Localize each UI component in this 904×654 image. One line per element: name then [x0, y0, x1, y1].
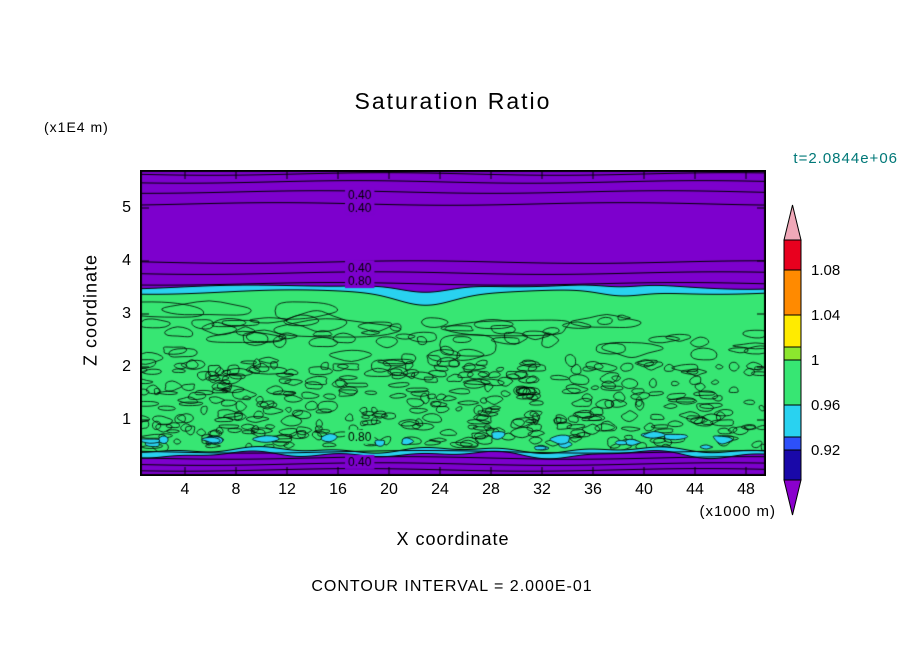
contour-interval-note: CONTOUR INTERVAL = 2.000E-01	[311, 578, 593, 595]
plot-frame	[140, 170, 766, 476]
y-tick-label: 1	[122, 411, 131, 428]
colorbar-svg: 1.08 1.04 1 0.96 0.92	[783, 204, 840, 516]
x-tick-label: 24	[431, 481, 449, 498]
x-tick-label: 12	[278, 481, 296, 498]
y-tick-label: 3	[122, 305, 131, 322]
colorbar-segment	[783, 449, 802, 481]
x-axis-unit: (x1000 m)	[699, 503, 776, 520]
y-axis-unit: (x1E4 m)	[44, 119, 109, 135]
x-tick-label: 28	[482, 481, 500, 498]
colorbar-segment	[783, 436, 802, 451]
x-axis-title: X coordinate	[396, 529, 510, 549]
chart-title: Saturation Ratio	[354, 88, 552, 114]
colorbar: 1.08 1.04 1 0.96 0.92	[783, 204, 863, 523]
y-tick-label: 2	[122, 358, 131, 375]
colorbar-segment	[783, 404, 802, 438]
x-tick-label: 40	[635, 481, 653, 498]
contour-field-canvas	[140, 170, 766, 476]
x-tick-label: 48	[737, 481, 755, 498]
x-tick-label: 16	[329, 481, 347, 498]
y-tick-label: 4	[122, 252, 131, 269]
colorbar-segment	[783, 269, 802, 316]
x-tick-label: 4	[180, 481, 190, 498]
colorbar-label: 1	[811, 352, 819, 369]
colorbar-segment	[783, 346, 802, 361]
colorbar-segment	[783, 314, 802, 348]
x-tick-label: 44	[686, 481, 704, 498]
x-tick-label: 36	[584, 481, 602, 498]
colorbar-top-arrow	[783, 204, 802, 241]
colorbar-label: 1.08	[811, 262, 840, 279]
x-tick-label: 20	[380, 481, 398, 498]
x-tick-label: 32	[533, 481, 551, 498]
colorbar-segment	[783, 359, 802, 406]
colorbar-label: 1.04	[811, 307, 840, 324]
colorbar-bottom-arrow	[783, 479, 802, 516]
x-tick-label: 8	[231, 481, 241, 498]
y-axis-title: Z coordinate	[80, 253, 101, 367]
y-tick-label: 5	[122, 199, 131, 216]
colorbar-label: 0.92	[811, 442, 840, 459]
time-annotation: t=2.0844e+06	[793, 150, 898, 167]
colorbar-segment	[783, 239, 802, 271]
colorbar-label: 0.96	[811, 397, 840, 414]
